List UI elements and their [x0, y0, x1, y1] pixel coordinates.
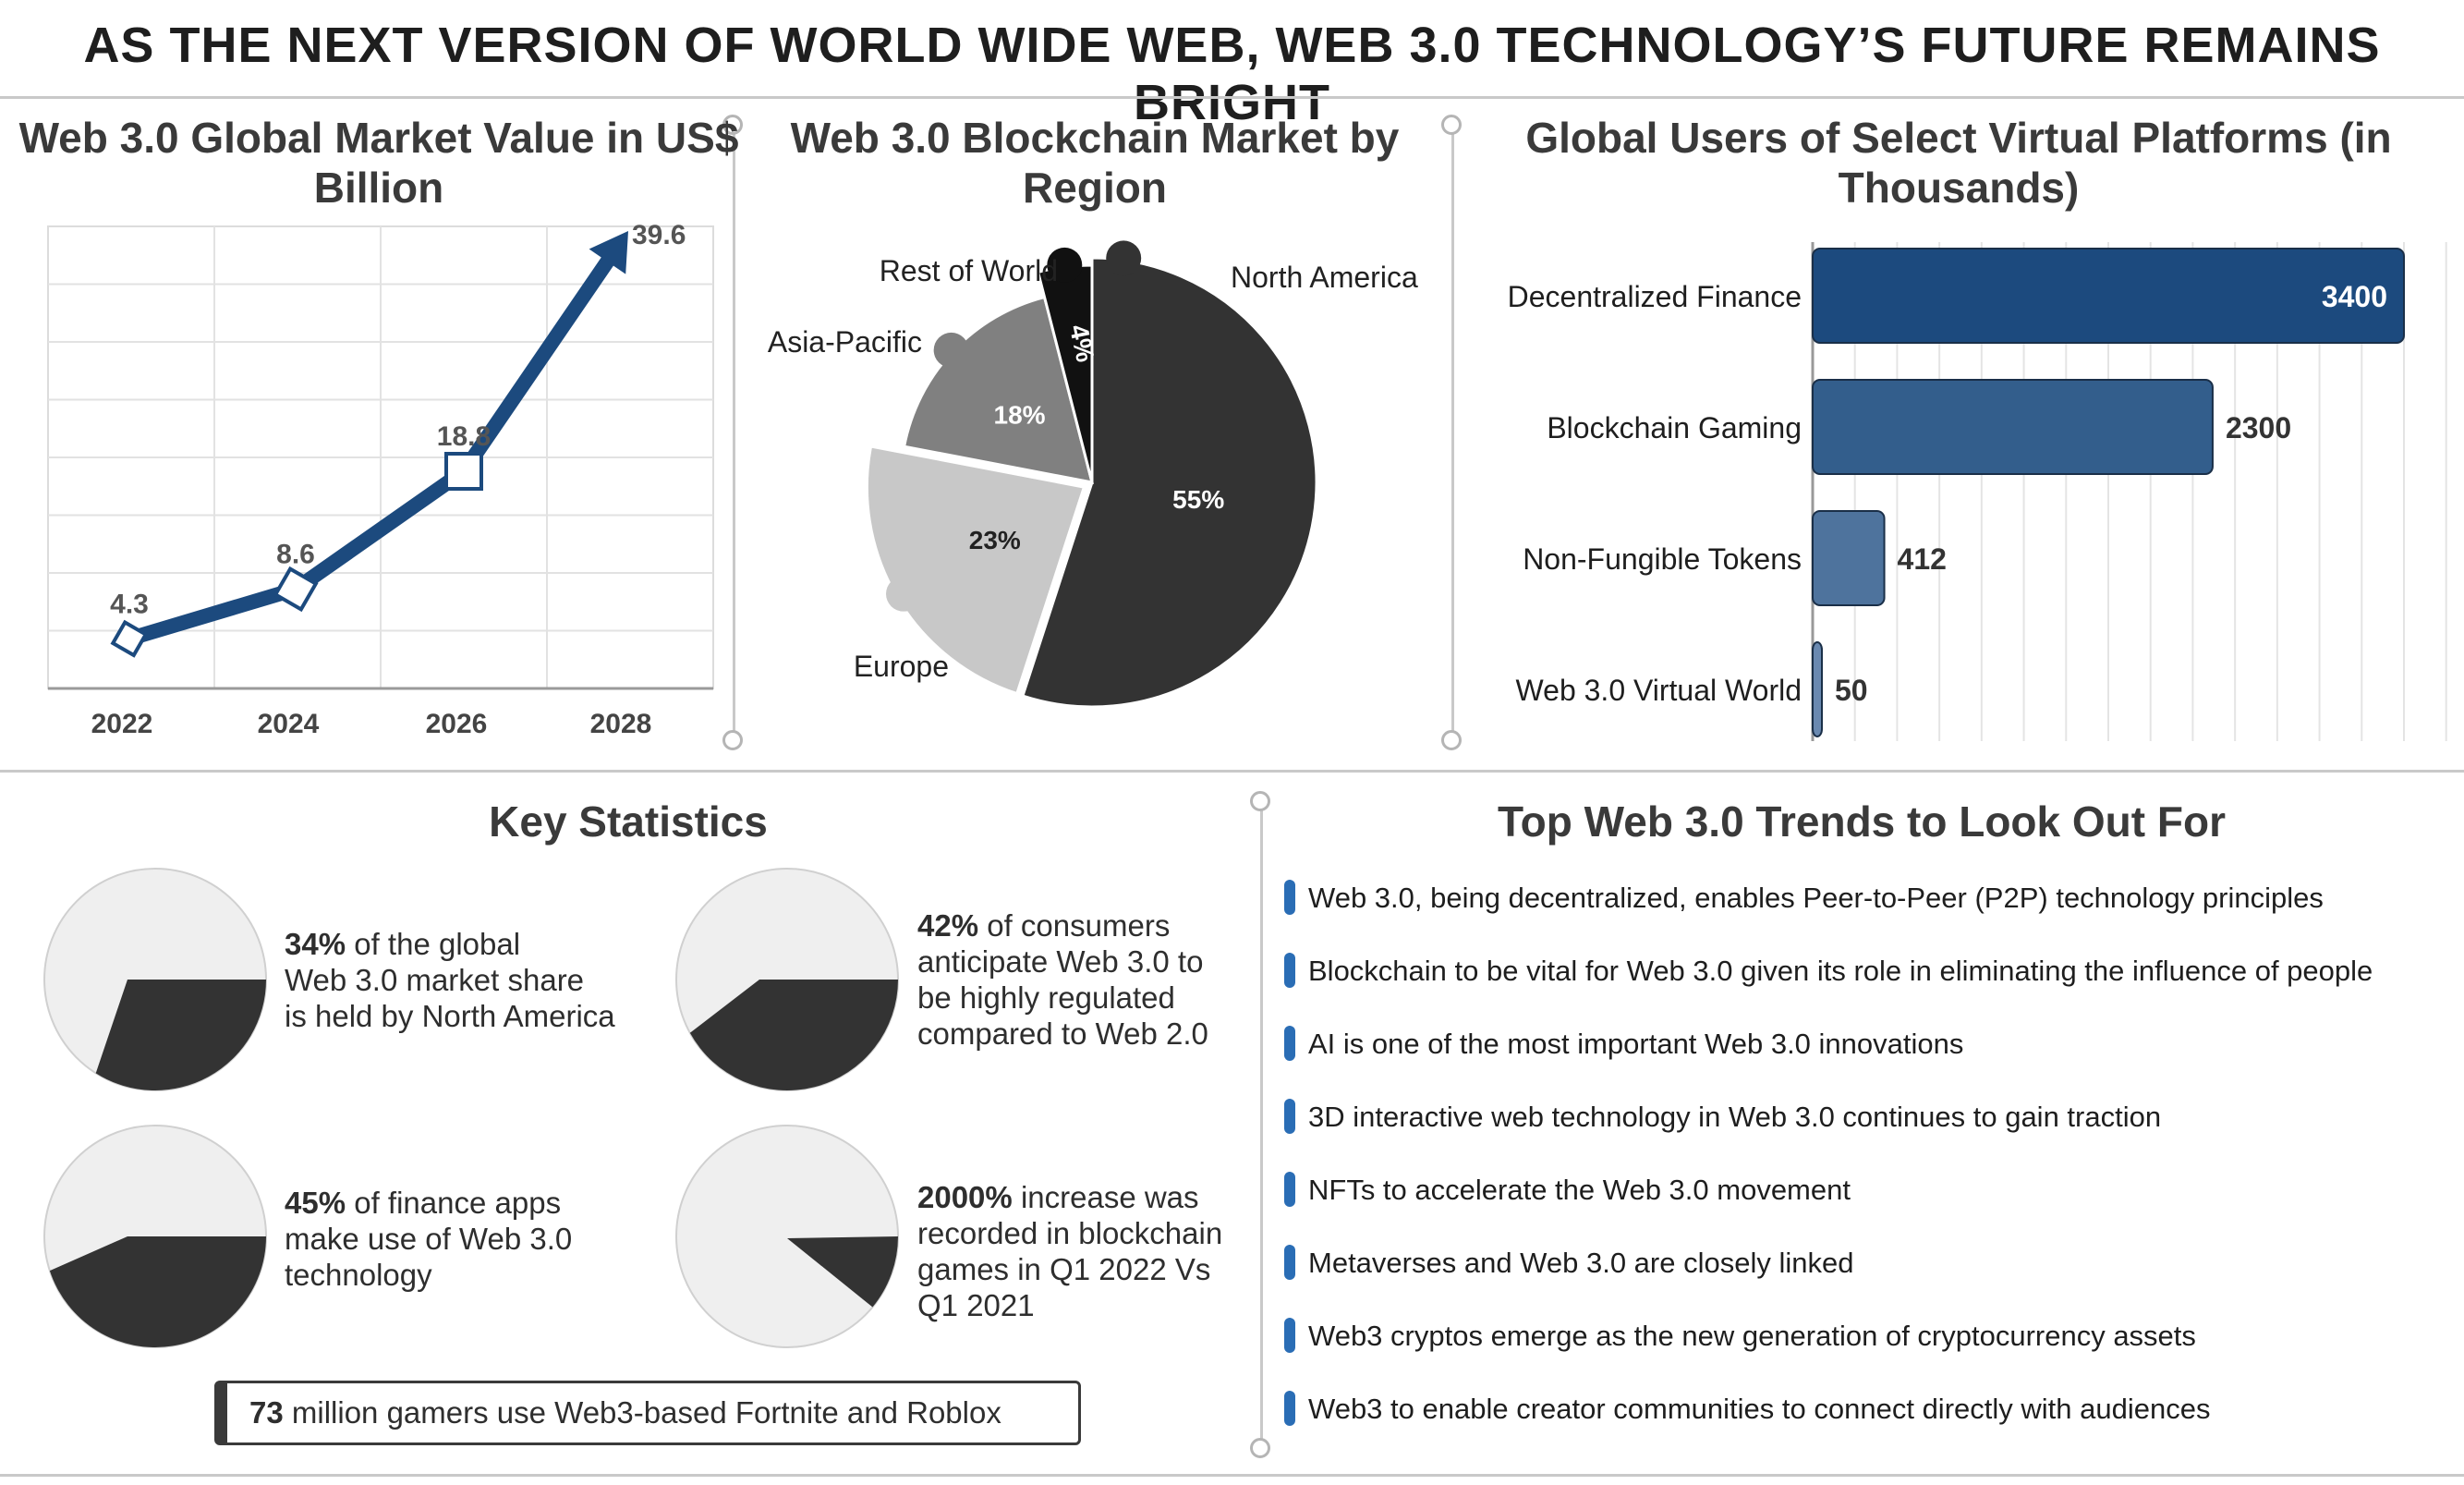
stat-item: 34% of the global Web 3.0 market share i… [285, 927, 615, 1033]
slice-name: North America [1231, 261, 1418, 294]
bar [1812, 379, 2214, 475]
trend-text: AI is one of the most important Web 3.0 … [1308, 1028, 1964, 1060]
bar-value-label: 50 [1835, 674, 1868, 707]
middle-divider [0, 770, 2464, 773]
trend-marker [1284, 880, 1295, 915]
slice-name: Rest of World [880, 254, 1058, 287]
divider-ring [1441, 115, 1462, 135]
trend-text: NFTs to accelerate the Web 3.0 movement [1308, 1174, 1851, 1206]
trend-marker [1284, 1172, 1295, 1207]
category-label: Non-Fungible Tokens [1523, 542, 1802, 576]
divider-vertical-3 [1260, 802, 1263, 1449]
stat-pie-slice [49, 1236, 267, 1348]
bottom-divider [0, 1474, 2464, 1477]
virtual-platforms-bar-chart: Decentralized Finance 3400 Blockchain Gami… [1508, 242, 2447, 741]
x-tick-label: 2022 [91, 709, 153, 739]
stat-pie-slice [787, 1236, 898, 1308]
slice-label: 55% [1172, 485, 1224, 514]
trend-marker [1284, 1391, 1295, 1426]
divider-ring [722, 730, 743, 750]
bar-value-label: 2300 [2226, 411, 2291, 444]
category-label: Blockchain Gaming [1547, 411, 1802, 444]
data-label: 39.6 [632, 220, 686, 250]
slice-label: 18% [994, 400, 1046, 429]
divider-ring [1441, 730, 1462, 750]
trend-marker [1284, 1245, 1295, 1280]
stat-pie-background [675, 1125, 899, 1348]
divider-ring [1250, 1438, 1270, 1458]
slice-name: Europe [854, 650, 949, 683]
trend-text: Web 3.0, being decentralized, enables Pe… [1308, 882, 2324, 914]
market-value-line-chart: 4.3 8.6 18.8 39.6 2022 2024 2026 2028 [47, 220, 714, 739]
bar-value-label: 3400 [2322, 280, 2387, 313]
slice-callout-dot [1106, 240, 1142, 276]
divider-vertical-1 [733, 125, 735, 739]
stat-item: 42% of consumers anticipate Web 3.0 to b… [917, 908, 1208, 1051]
stat-item: 45% of finance apps make use of Web 3.0 … [285, 1186, 573, 1292]
top-divider [0, 96, 2464, 99]
bar-value-label: 412 [1898, 542, 1947, 576]
gamers-callout: 73 million gamers use Web3-based Fortnit… [214, 1381, 1081, 1445]
slice-callout-dot [886, 576, 922, 612]
bar-chart-title: Global Users of Select Virtual Platforms… [1525, 114, 2392, 212]
trend-text: 3D interactive web technology in Web 3.0… [1308, 1101, 2162, 1133]
category-label: Decentralized Finance [1508, 280, 1802, 313]
stat-value: 45% [285, 1186, 346, 1220]
category-label: Web 3.0 Virtual World [1516, 674, 1802, 707]
slice-name: Asia-Pacific [768, 325, 922, 359]
trend-marker [1284, 1318, 1295, 1353]
data-point [273, 566, 319, 613]
x-tick-label: 2026 [426, 709, 488, 739]
trend-text: Metaverses and Web 3.0 are closely linke… [1308, 1247, 1854, 1279]
stat-value: 2000% [917, 1180, 1013, 1214]
pie-chart-title: Web 3.0 Blockchain Market by Region [790, 114, 1400, 212]
series-line-arrow-shaft [456, 254, 615, 479]
line-chart-title: Web 3.0 Global Market Value in US$ Billi… [18, 114, 739, 212]
trend-text: Web3 to enable creator communities to co… [1308, 1393, 2211, 1425]
divider-ring [722, 115, 743, 135]
stat-pie-slice [95, 980, 267, 1090]
bar [1812, 248, 2405, 344]
data-point [444, 452, 483, 491]
data-point [110, 619, 149, 658]
gamers-count: 73 [249, 1395, 284, 1430]
stat-value: 34% [285, 927, 346, 961]
key-statistics-title: Key Statistics [489, 797, 768, 846]
stat-item: 2000% increase was recorded in blockchai… [917, 1180, 1223, 1322]
main-title: AS THE NEXT VERSION OF WORLD WIDE WEB, W… [83, 18, 2381, 130]
region-pie-chart: 55%23%18%4%North AmericaEuropeAsia-Pacif… [768, 240, 1418, 709]
data-label: 8.6 [276, 540, 315, 570]
trend-marker [1284, 1099, 1295, 1134]
divider-ring [1250, 791, 1270, 811]
series-arrow-head [589, 231, 628, 274]
slice-label: 23% [969, 526, 1021, 554]
x-tick-label: 2028 [590, 709, 652, 739]
slice-callout-dot [933, 332, 969, 368]
stat-pie-slice [689, 980, 898, 1090]
key-statistics-pies [43, 868, 899, 1348]
slice-callout-dot [1047, 247, 1083, 283]
gamers-text: million gamers use Web3-based Fortnite a… [283, 1395, 1001, 1430]
data-label: 18.8 [437, 421, 491, 452]
trend-marker [1284, 1026, 1295, 1061]
divider-vertical-2 [1451, 125, 1454, 739]
x-tick-label: 2024 [258, 709, 320, 739]
trend-marker [1284, 953, 1295, 988]
pie-slice [1021, 256, 1318, 709]
bar [1812, 641, 1823, 737]
stat-value: 42% [917, 908, 979, 943]
trends-title: Top Web 3.0 Trends to Look Out For [1498, 797, 2226, 846]
data-label: 4.3 [110, 589, 149, 619]
bar [1812, 510, 1886, 606]
trend-text: Web3 cryptos emerge as the new generatio… [1308, 1320, 2196, 1352]
trend-text: Blockchain to be vital for Web 3.0 given… [1308, 955, 2373, 987]
